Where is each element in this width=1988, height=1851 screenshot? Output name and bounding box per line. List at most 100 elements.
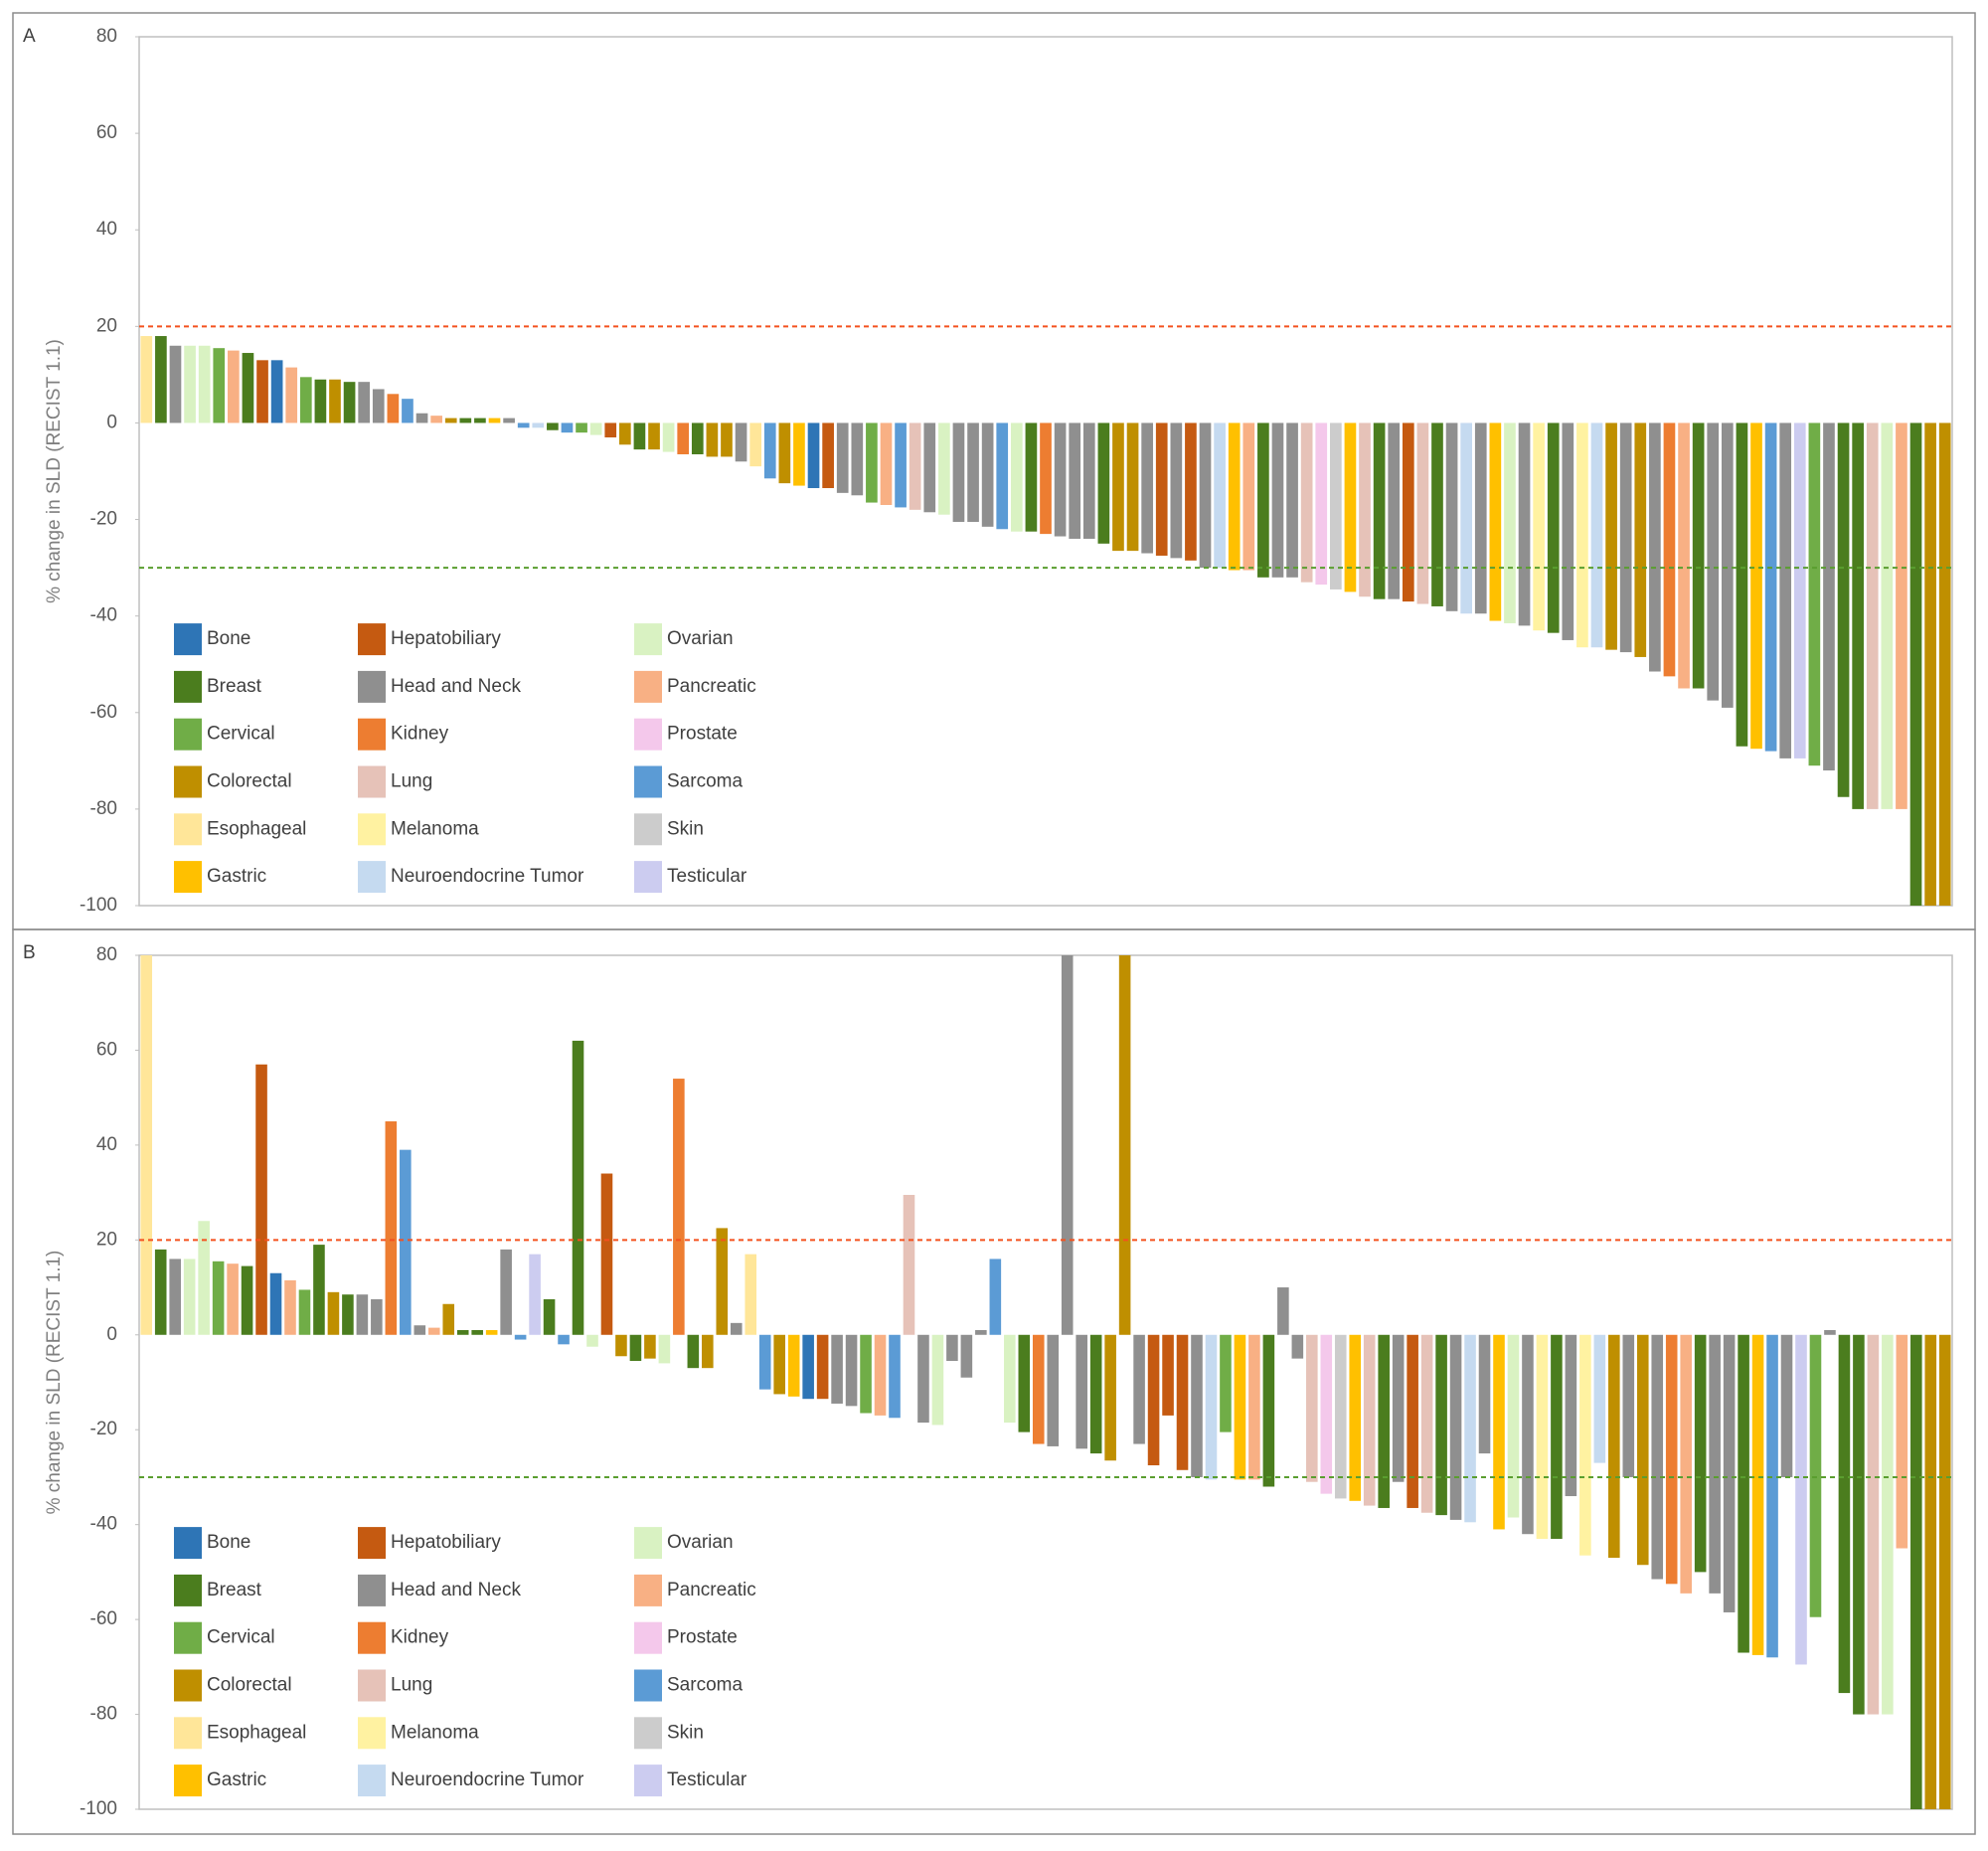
bar xyxy=(1349,1334,1362,1501)
bar xyxy=(1504,422,1516,623)
legend-swatch xyxy=(358,670,386,703)
bar xyxy=(1271,422,1284,578)
bar xyxy=(1938,422,1951,906)
y-tick-label: 40 xyxy=(96,1134,117,1155)
panel-label: B xyxy=(23,942,36,963)
bar xyxy=(586,1334,598,1347)
legend-label: Hepatobiliary xyxy=(391,1532,501,1553)
bar xyxy=(1694,1334,1707,1573)
legend-label: Head and Neck xyxy=(391,1580,521,1600)
bar xyxy=(1205,1334,1218,1480)
legend-swatch xyxy=(174,1621,202,1654)
bar xyxy=(845,1334,858,1407)
bar xyxy=(691,422,704,455)
bar xyxy=(673,1079,685,1335)
bar xyxy=(547,422,559,430)
legend-label: Cervical xyxy=(207,1627,275,1648)
bar xyxy=(1489,422,1502,621)
bar xyxy=(1780,1334,1793,1477)
bar xyxy=(517,422,530,428)
bar xyxy=(1896,1334,1908,1549)
bar xyxy=(952,422,965,522)
y-tick-label: -40 xyxy=(90,1514,117,1535)
plot-area xyxy=(138,36,1953,907)
bar xyxy=(1334,1334,1347,1499)
legend-swatch xyxy=(358,718,386,751)
bar xyxy=(1032,1334,1045,1444)
legend-swatch xyxy=(174,1527,202,1560)
legend-label: Breast xyxy=(207,676,262,697)
y-tick-label: -100 xyxy=(80,1798,117,1819)
bar xyxy=(198,1221,210,1335)
bar xyxy=(1721,422,1734,708)
legend-swatch xyxy=(634,623,662,656)
legend-label: Head and Neck xyxy=(391,676,521,697)
bar xyxy=(1522,1334,1534,1535)
bar xyxy=(358,382,371,423)
bar xyxy=(996,422,1009,530)
bar xyxy=(427,1327,440,1335)
bar xyxy=(474,418,486,423)
legend-label: Pancreatic xyxy=(667,1580,756,1600)
bar xyxy=(1464,1334,1476,1523)
bar xyxy=(1407,1334,1418,1508)
bar xyxy=(140,336,153,423)
bar xyxy=(1234,1334,1246,1480)
bar xyxy=(198,345,211,423)
bar xyxy=(807,422,820,488)
bar xyxy=(1185,422,1197,561)
bar xyxy=(860,1334,872,1414)
bar xyxy=(356,1294,369,1335)
bar xyxy=(735,422,747,462)
bar xyxy=(975,1330,987,1335)
bar xyxy=(1262,1334,1275,1487)
bar xyxy=(938,422,950,515)
legend-swatch xyxy=(634,1621,662,1654)
bar xyxy=(1228,422,1241,571)
bar xyxy=(1651,1334,1664,1580)
bar xyxy=(644,1334,656,1359)
y-tick-label: 0 xyxy=(106,412,117,432)
bar xyxy=(372,389,385,423)
bar xyxy=(444,418,457,423)
bar xyxy=(313,1245,325,1335)
bar xyxy=(967,422,979,522)
bar xyxy=(1605,422,1617,650)
legend-swatch xyxy=(634,1574,662,1606)
bar xyxy=(773,1334,785,1395)
bar xyxy=(662,422,675,452)
bar xyxy=(960,1334,973,1378)
legend-swatch xyxy=(358,623,386,656)
bar xyxy=(558,1334,570,1345)
bar xyxy=(1692,422,1705,689)
bar xyxy=(589,422,602,435)
y-tick-label: 80 xyxy=(96,26,117,47)
bar xyxy=(648,422,660,450)
bar xyxy=(1025,422,1038,532)
legend-swatch xyxy=(174,1574,202,1606)
legend-label: Kidney xyxy=(391,1627,449,1648)
bar xyxy=(1764,422,1777,752)
legend-swatch xyxy=(634,670,662,703)
bar xyxy=(1866,422,1879,809)
bar xyxy=(778,422,791,484)
y-tick-label: -80 xyxy=(90,1704,117,1725)
legend-swatch xyxy=(174,623,202,656)
bar xyxy=(716,1228,729,1335)
legend-swatch xyxy=(634,813,662,846)
bar xyxy=(387,394,400,423)
bar xyxy=(1320,1334,1333,1494)
legend-swatch xyxy=(174,1765,202,1797)
bar xyxy=(169,345,182,423)
bar xyxy=(572,1040,584,1335)
bar xyxy=(459,418,472,423)
bar xyxy=(442,1303,455,1335)
bar xyxy=(903,1194,915,1335)
legend-label: Cervical xyxy=(207,724,275,745)
bar xyxy=(702,1334,714,1369)
bar xyxy=(1493,1334,1505,1530)
panel-label: A xyxy=(23,26,36,47)
bar xyxy=(1808,422,1821,766)
bar xyxy=(327,1291,340,1335)
